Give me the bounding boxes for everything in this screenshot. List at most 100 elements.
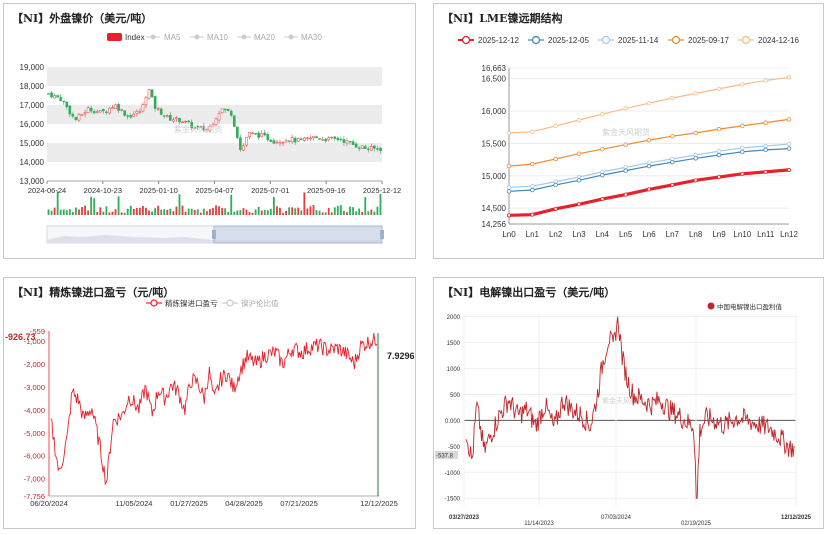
legend[interactable]: 中国电解镍出口盈利值	[707, 302, 783, 311]
series-point	[763, 120, 768, 125]
legend-ma5-label[interactable]: MA5	[164, 33, 181, 42]
candle	[306, 137, 309, 139]
volume-bar	[260, 210, 263, 215]
legend-dot[interactable]	[531, 35, 541, 45]
panel-title: 【NI】电解镍出口盈亏（美元/吨）	[442, 286, 616, 299]
volume-bar	[327, 207, 330, 215]
legend-ma20-dot[interactable]	[241, 34, 247, 40]
candle	[159, 108, 163, 115]
legend-ratio-label[interactable]: 镍沪伦比值	[241, 298, 279, 308]
candle	[165, 115, 169, 118]
legend-dot[interactable]	[601, 35, 611, 45]
volume-bar	[151, 211, 153, 215]
volume-bar	[324, 212, 327, 215]
candle	[108, 107, 111, 114]
volume-bar	[84, 205, 86, 215]
candle	[114, 104, 117, 109]
series-point	[623, 168, 628, 173]
x-tick-label: 2025-04-07	[195, 186, 233, 195]
y-tick-label: 16,000	[482, 107, 507, 116]
series-point	[786, 167, 791, 172]
zoom-handle-left[interactable]	[212, 230, 216, 239]
y-axis-ticks: 19,000 18,000 17,000 16,000 15,000 14,000 13,0…	[20, 63, 45, 186]
x-tick-label: 2024-06-24	[28, 186, 66, 195]
volume-bar	[209, 209, 211, 215]
series-point	[506, 185, 512, 190]
candle	[254, 133, 257, 135]
series-line	[508, 118, 790, 167]
candle	[95, 111, 99, 113]
x-tick-label: 12/12/2025	[781, 515, 812, 521]
y-tick-label: 2000	[447, 315, 461, 321]
y-tick-label: -4,000	[24, 406, 45, 415]
legend-ma30-label[interactable]: MA30	[301, 33, 322, 42]
legend-dot[interactable]	[461, 35, 471, 45]
series-point	[693, 178, 698, 183]
zoom-selection[interactable]	[213, 225, 383, 244]
legend-ma20-label[interactable]: MA20	[254, 33, 275, 42]
candle	[150, 89, 154, 98]
volume-bar	[242, 208, 245, 215]
legend-ma5-dot[interactable]	[150, 34, 156, 40]
zoom-slider[interactable]	[46, 225, 384, 244]
legend-label[interactable]: 2024-12-16	[758, 36, 799, 45]
y-tick-label: 13,000	[20, 177, 45, 186]
legend[interactable]: 2025-12-12 2025-12-05 2025-11-14 2025-09-17…	[458, 35, 799, 45]
candle	[287, 140, 291, 142]
x-tick-label: 06/20/2024	[30, 499, 68, 508]
volume-bar	[59, 209, 62, 215]
legend[interactable]: Index MA5 MA10 MA20 MA30	[107, 33, 322, 42]
x-tick-label: 2025-12-12	[363, 186, 401, 195]
legend-ma10-label[interactable]: MA10	[207, 33, 228, 42]
legend-dot[interactable]	[671, 35, 681, 45]
series-point	[506, 130, 512, 136]
y-tick-label: 16,500	[482, 75, 507, 84]
candle	[162, 115, 166, 117]
legend-label[interactable]: 2025-11-14	[618, 36, 659, 45]
candle	[360, 145, 364, 149]
legend-ratio-dot[interactable]	[226, 299, 234, 307]
legend-index-swatch[interactable]	[107, 33, 122, 41]
legend-label[interactable]: 2025-09-17	[688, 36, 729, 45]
candle	[266, 134, 270, 141]
legend-ma10-dot[interactable]	[194, 34, 200, 40]
candle	[126, 115, 130, 117]
volume-bar	[138, 207, 141, 215]
candle	[117, 104, 120, 111]
series-point	[646, 187, 651, 192]
legend-export-pnl-dot[interactable]	[707, 302, 715, 310]
volume-bar	[361, 212, 364, 215]
legend-label[interactable]: 2025-12-05	[548, 36, 589, 45]
legend-export-pnl-label[interactable]: 中国电解镍出口盈利值	[717, 302, 783, 311]
candle	[172, 119, 175, 122]
series-point	[600, 147, 605, 152]
legend-dot[interactable]	[741, 35, 751, 45]
volume-bar	[166, 209, 169, 215]
candle	[47, 93, 50, 95]
candle	[141, 104, 145, 112]
volume-bar	[373, 211, 376, 215]
series-point	[693, 156, 698, 161]
candle	[324, 138, 327, 142]
legend-import-pnl-dot[interactable]	[150, 299, 158, 307]
volume-bar	[218, 206, 220, 215]
legend[interactable]: 精炼镍进口盈亏 镍沪伦比值	[146, 298, 279, 308]
candle	[178, 118, 181, 123]
series-point	[553, 156, 558, 162]
panel-refined-ni-import-pnl: 【NI】精炼镍进口盈亏（元/吨） 精炼镍进口盈亏 镍沪伦比值 -559 -1,00…	[3, 277, 416, 529]
chart-export-pnl: 中国电解镍出口盈利值 2000 1500 1000 500 0.000 -500 -1000…	[435, 302, 812, 527]
volume-bar	[157, 205, 160, 215]
series-point	[646, 137, 652, 143]
volume-bar	[239, 210, 242, 215]
volume-bar	[358, 208, 361, 215]
volume-bar	[111, 211, 114, 215]
legend-label[interactable]: 2025-12-12	[478, 36, 519, 45]
y-tick-label: -1000	[445, 471, 461, 477]
series-point	[670, 95, 675, 101]
volume-bar	[65, 210, 68, 215]
legend-import-pnl-label[interactable]: 精炼镍进口盈亏	[165, 298, 218, 308]
zoom-handle-right[interactable]	[380, 230, 384, 239]
volume-bar	[263, 209, 266, 215]
legend-index-label[interactable]: Index	[125, 33, 145, 42]
legend-ma30-dot[interactable]	[288, 34, 294, 40]
